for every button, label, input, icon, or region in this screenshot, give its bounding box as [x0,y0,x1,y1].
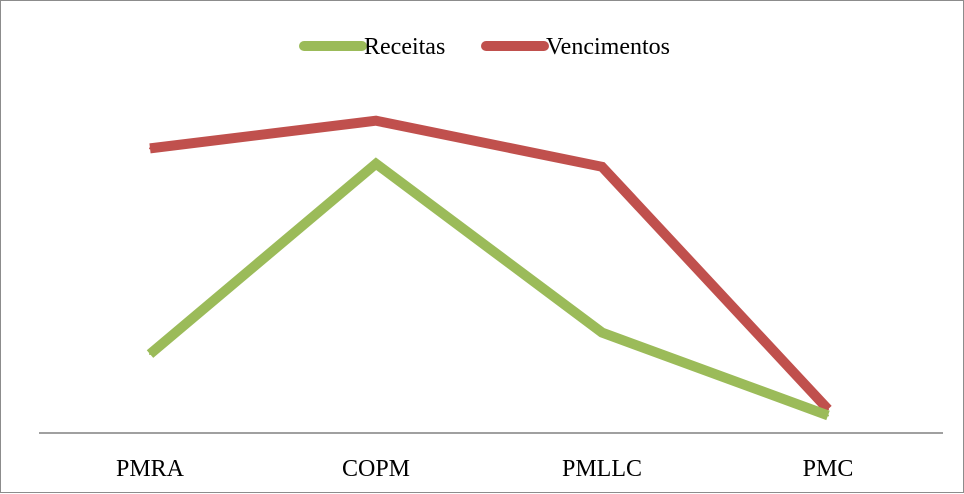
series-layer [146,115,832,421]
x-tick-label-pmc: PMC [803,456,854,482]
x-tick-label-pmra: PMRA [116,456,185,482]
series-line-vencimentos [149,115,832,413]
x-axis-tick-labels: PMRA COPM PMLLC PMC [116,456,853,482]
data-point-vencimentos-pmra [149,147,151,150]
data-point-vencimentos-pmllc [601,165,603,168]
legend: Receitas Vencimentos [299,34,670,60]
data-point-vencimentos-pmc [827,408,829,411]
x-tick-label-pmllc: PMLLC [562,456,642,482]
data-point-receitas-pmllc [601,331,603,334]
data-point-receitas-pmra [149,353,151,356]
data-point-receitas-copm [375,162,377,165]
legend-label-receitas: Receitas [364,34,445,60]
x-tick-label-copm: COPM [342,456,410,482]
series-line-receitas [146,157,830,421]
legend-label-vencimentos: Vencimentos [546,34,670,60]
data-point-vencimentos-copm [375,119,377,122]
data-point-receitas-pmc [827,414,829,417]
